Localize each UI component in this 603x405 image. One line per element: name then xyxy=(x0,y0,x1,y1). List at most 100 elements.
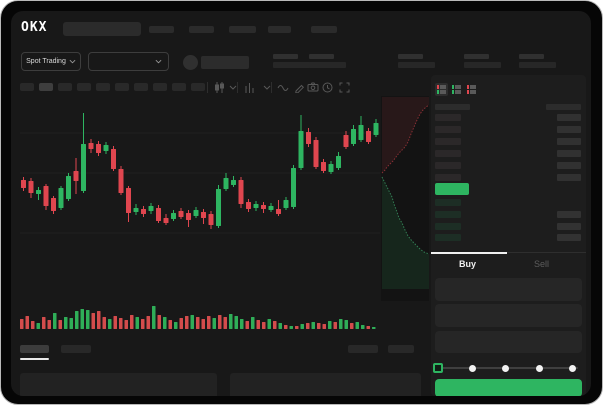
slider-stop[interactable] xyxy=(569,365,576,372)
market-type-label: Spot Trading xyxy=(26,58,66,65)
market-type-dropdown[interactable]: Spot Trading xyxy=(21,52,81,71)
color-square xyxy=(467,91,469,94)
color-square xyxy=(452,89,454,92)
toggle-row xyxy=(437,87,446,90)
nav-item-placeholder[interactable] xyxy=(149,26,174,33)
stat-value-placeholder xyxy=(519,62,556,68)
book-asks-icon[interactable] xyxy=(465,83,478,96)
stat-label-placeholder xyxy=(273,54,298,59)
ask-amount-placeholder[interactable] xyxy=(557,149,581,157)
bid-amount-placeholder[interactable] xyxy=(557,233,581,241)
timeframe-button[interactable] xyxy=(58,83,72,91)
ask-amount-placeholder[interactable] xyxy=(557,161,581,169)
order-input-2[interactable] xyxy=(435,304,582,327)
bid-price-placeholder[interactable] xyxy=(435,198,461,206)
ask-amount-placeholder[interactable] xyxy=(557,137,581,145)
slider-handle[interactable] xyxy=(433,363,443,373)
gray-line xyxy=(470,85,476,87)
color-square xyxy=(437,89,439,92)
timeframe-button[interactable] xyxy=(96,83,110,91)
toggle-row xyxy=(467,89,476,92)
ask-price-placeholder[interactable] xyxy=(435,137,461,145)
bottom-row-placeholder xyxy=(230,373,421,396)
ticker-stat-block xyxy=(273,54,310,68)
timeframe-button[interactable] xyxy=(115,83,129,91)
gray-line xyxy=(440,87,446,90)
bottom-link-placeholder[interactable] xyxy=(388,345,414,353)
bottom-link-placeholder[interactable] xyxy=(348,345,378,353)
bottom-tab-placeholder[interactable] xyxy=(20,345,49,353)
nav-item-placeholder[interactable] xyxy=(268,26,291,33)
nav-item-placeholder[interactable] xyxy=(311,26,337,33)
okx-logo: OKX xyxy=(21,20,48,35)
ask-price-placeholder[interactable] xyxy=(435,161,461,169)
slider-stop[interactable] xyxy=(535,365,543,372)
toggle-row xyxy=(437,91,446,94)
ask-price-placeholder[interactable] xyxy=(435,125,461,133)
color-square xyxy=(437,87,439,90)
line-wave-icon[interactable] xyxy=(277,81,289,93)
color-square xyxy=(467,89,469,92)
buy-submit-button[interactable] xyxy=(435,379,582,396)
ask-price-placeholder[interactable] xyxy=(435,113,461,121)
ticker-stat-block xyxy=(398,54,435,68)
bid-amount-placeholder[interactable] xyxy=(557,210,581,218)
bottom-tab-placeholder[interactable] xyxy=(61,345,91,353)
bid-amount-placeholder[interactable] xyxy=(557,222,581,230)
bid-price-placeholder[interactable] xyxy=(435,233,461,241)
clock-icon[interactable] xyxy=(321,81,333,93)
pair-select-dropdown[interactable] xyxy=(88,52,169,71)
candlestick-chart[interactable] xyxy=(20,99,380,299)
ask-amount-placeholder[interactable] xyxy=(557,113,581,121)
pair-name-placeholder[interactable] xyxy=(201,56,249,69)
toolbar-divider xyxy=(237,82,238,93)
tab-sell[interactable]: Sell xyxy=(534,259,550,269)
ask-amount-placeholder[interactable] xyxy=(557,173,581,181)
tab-buy[interactable]: Buy xyxy=(459,259,477,269)
stat-value-placeholder xyxy=(464,62,501,68)
chevron-down-icon xyxy=(69,59,76,64)
stat-label-placeholder xyxy=(464,54,489,59)
candles-icon[interactable] xyxy=(213,81,225,93)
timeframe-button[interactable] xyxy=(20,83,34,91)
chevron-down-icon[interactable] xyxy=(261,81,273,93)
ask-amount-placeholder[interactable] xyxy=(557,125,581,133)
book-both-icon[interactable] xyxy=(435,83,448,96)
search-input[interactable] xyxy=(63,22,141,36)
draw-pencil-icon[interactable] xyxy=(293,81,305,93)
order-input-3[interactable] xyxy=(435,331,582,353)
stat-value-placeholder xyxy=(398,62,435,68)
slider-stop[interactable] xyxy=(502,365,509,372)
chevron-down-icon[interactable] xyxy=(227,81,239,93)
toggle-row xyxy=(467,87,476,90)
last-price-badge[interactable] xyxy=(435,183,469,195)
bid-price-placeholder[interactable] xyxy=(435,222,461,230)
depth-chart[interactable] xyxy=(381,96,429,301)
timeframe-button[interactable] xyxy=(172,83,186,91)
order-input-1[interactable] xyxy=(435,278,582,301)
ask-price-placeholder[interactable] xyxy=(435,173,461,181)
nav-item-placeholder[interactable] xyxy=(189,26,214,33)
timeframe-button[interactable] xyxy=(77,83,91,91)
timeframe-button[interactable] xyxy=(39,83,53,91)
toolbar-divider xyxy=(207,82,208,93)
timeframe-button[interactable] xyxy=(191,83,205,91)
timeframe-button[interactable] xyxy=(153,83,167,91)
nav-item-placeholder[interactable] xyxy=(229,26,256,33)
book-bids-icon[interactable] xyxy=(450,83,463,96)
bid-price-placeholder[interactable] xyxy=(435,210,461,218)
ticker-stat-block xyxy=(309,54,346,68)
toggle-row xyxy=(452,89,461,92)
ask-price-placeholder[interactable] xyxy=(435,149,461,157)
active-tab-indicator xyxy=(431,252,507,254)
timeframe-button[interactable] xyxy=(134,83,148,91)
indicator-bars-icon[interactable] xyxy=(243,81,255,93)
camera-icon[interactable] xyxy=(307,81,319,93)
stat-value-placeholder xyxy=(309,62,346,68)
fullscreen-icon[interactable] xyxy=(338,81,350,93)
orderbook-trade-panel: Buy Sell xyxy=(431,75,586,396)
slider-stop[interactable] xyxy=(468,365,476,372)
okx-trading-app: OKX Spot Trading xyxy=(11,11,591,396)
gray-line xyxy=(440,91,446,94)
